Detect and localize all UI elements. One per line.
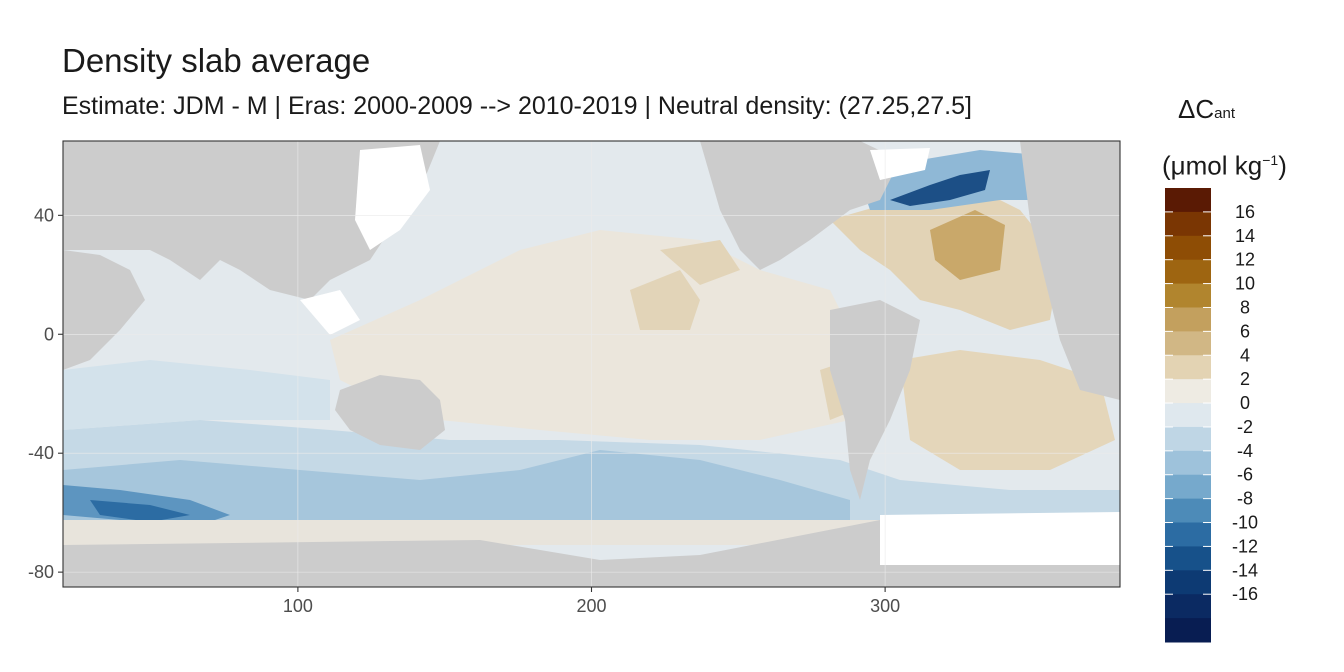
legend-color-swatch	[1165, 618, 1211, 643]
legend-title: ΔCant (μmol kg−1)	[1162, 86, 1322, 189]
legend-break-label: 0	[1240, 393, 1250, 413]
legend-break-label: 12	[1235, 250, 1255, 270]
legend-color-swatch	[1165, 355, 1211, 380]
legend-break-label: 10	[1235, 274, 1255, 294]
legend-break-label: -2	[1237, 417, 1253, 437]
legend-color-swatch	[1165, 235, 1211, 261]
atlantic-south-tan	[900, 350, 1115, 470]
legend-color-swatch	[1165, 522, 1211, 547]
pacific-neutral-field	[330, 230, 860, 440]
southern-mid-band	[63, 450, 850, 530]
legend-color-swatch	[1165, 474, 1211, 500]
land-eurasia	[63, 141, 440, 300]
land-south-america	[830, 300, 920, 500]
legend-unit-open: (μmol kg	[1162, 150, 1263, 181]
x-tick-label: 300	[870, 596, 900, 616]
legend-break-label: 14	[1235, 226, 1255, 246]
pacific-tan-field	[630, 240, 855, 420]
legend-unit-sup: −1	[1262, 152, 1279, 168]
legend-color-swatch	[1165, 211, 1211, 237]
legend-title-sub: ant	[1214, 105, 1236, 122]
y-tick-label: 0	[44, 324, 54, 344]
land-africa	[63, 250, 145, 370]
missing-indonesia	[300, 290, 360, 335]
land-antarctica	[63, 520, 1120, 587]
chart-subtitle: Estimate: JDM - M | Eras: 2000-2009 --> …	[62, 92, 972, 120]
legend-color-swatch	[1165, 546, 1211, 571]
legend-unit-close: )	[1278, 150, 1287, 181]
x-tick-label: 200	[576, 596, 606, 616]
legend-break-label: 8	[1240, 297, 1250, 317]
legend-color-swatch	[1165, 498, 1211, 524]
legend-break-label: -12	[1232, 536, 1258, 556]
legend-break-label: 4	[1240, 345, 1250, 365]
land-australia	[335, 375, 445, 450]
y-tick-label: -40	[28, 443, 54, 463]
legend-color-swatch	[1165, 450, 1211, 476]
chart-title: Density slab average	[62, 42, 371, 79]
legend-color-swatch	[1165, 307, 1211, 332]
land	[63, 141, 1120, 587]
land-europe-africa-east	[1020, 141, 1120, 400]
legend-color-swatch	[1165, 283, 1211, 308]
land-north-america	[700, 141, 900, 270]
y-tick-label: 40	[34, 205, 54, 225]
missing-data	[300, 145, 1120, 565]
legend-color-swatch	[1165, 188, 1211, 213]
legend-color-swatch	[1165, 331, 1211, 356]
legend-break-label: -4	[1237, 441, 1253, 461]
legend-colorbar	[1165, 188, 1211, 643]
y-tick-label: -80	[28, 562, 54, 582]
legend-color-swatch	[1165, 259, 1211, 285]
legend-break-label: -16	[1232, 584, 1258, 604]
y-axis: 40 0 -40 -80	[28, 205, 63, 582]
north-atlantic-dark	[890, 170, 990, 206]
legend-color-swatch	[1165, 426, 1211, 452]
x-tick-label: 100	[283, 596, 313, 616]
gridlines	[63, 141, 1120, 587]
legend-color-swatch	[1165, 379, 1211, 404]
atlantic-brown-field	[930, 210, 1005, 280]
x-axis: 100 200 300	[283, 587, 900, 616]
legend-break-label: -10	[1232, 513, 1258, 533]
legend-break-label: -14	[1232, 560, 1258, 580]
legend-labels: 16 14 12 10 8 6 4 2 0 -2 -4 -6 -8 -10 -12 -14 -16	[1165, 202, 1258, 604]
indian-light-field	[63, 360, 330, 430]
legend-title-main: ΔC	[1178, 94, 1215, 124]
legend-break-label: 2	[1240, 369, 1250, 389]
missing-weddell	[880, 512, 1120, 565]
southern-darkest-patch	[90, 500, 190, 522]
legend-color-swatch	[1165, 570, 1211, 595]
legend-break-label: -6	[1237, 465, 1253, 485]
legend-color-swatch	[1165, 594, 1211, 619]
legend-break-label: -8	[1237, 489, 1253, 509]
legend-color-swatch	[1165, 403, 1211, 428]
map-panel	[63, 141, 1120, 587]
missing-okhotsk	[355, 145, 430, 250]
legend-break-label: 6	[1240, 321, 1250, 341]
legend-break-label: 16	[1235, 202, 1255, 222]
